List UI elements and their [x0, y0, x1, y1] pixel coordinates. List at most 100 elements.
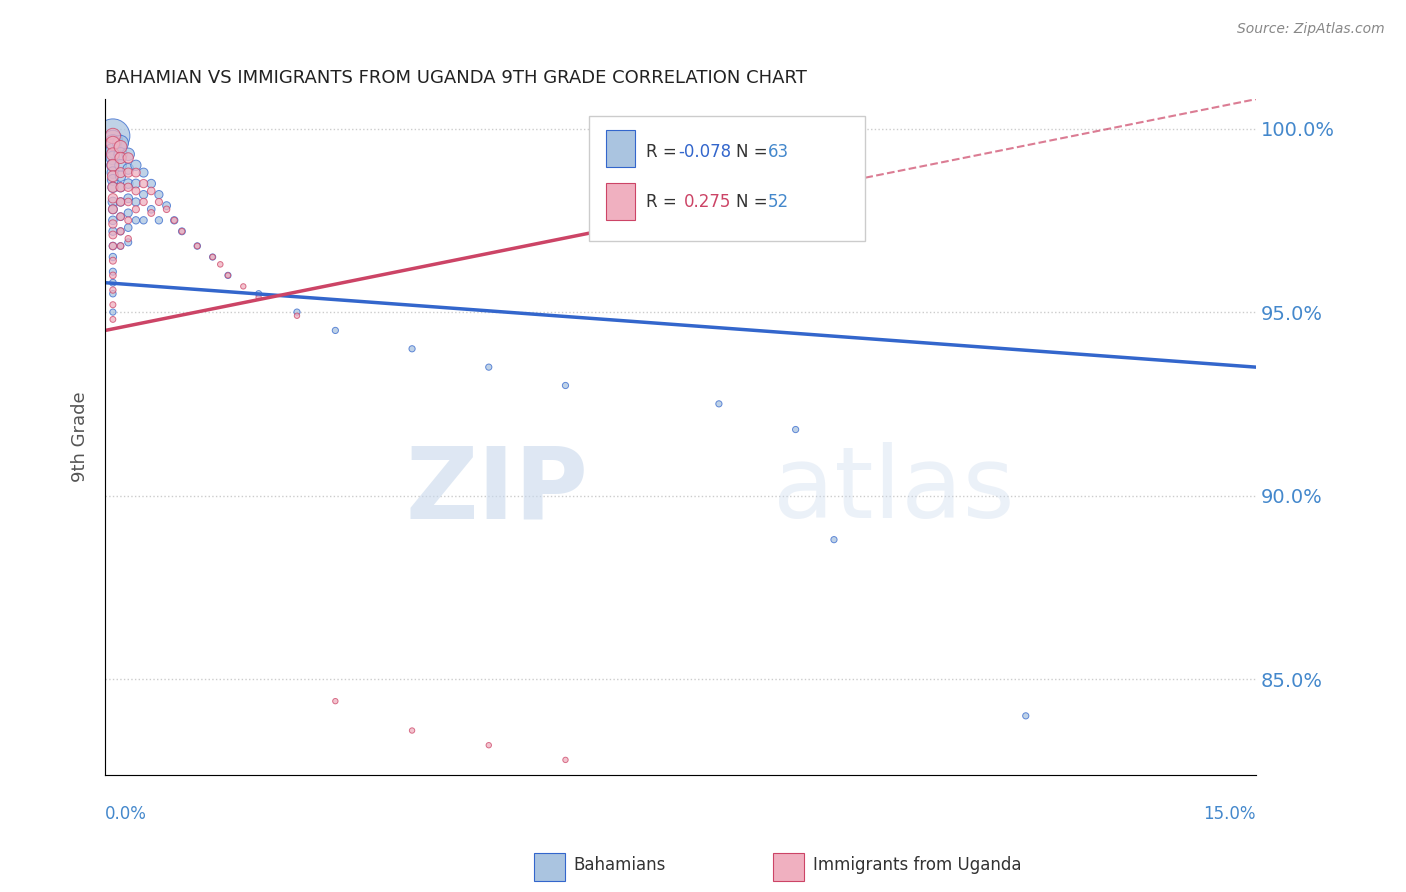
Point — [201, 250, 224, 264]
Point — [125, 184, 148, 198]
Point — [110, 151, 132, 165]
Point — [101, 173, 124, 187]
Point — [101, 180, 124, 194]
Y-axis label: 9th Grade: 9th Grade — [72, 392, 89, 483]
Point — [170, 224, 193, 238]
Point — [117, 147, 139, 161]
Point — [101, 202, 124, 217]
Point — [101, 227, 124, 242]
Text: BAHAMIAN VS IMMIGRANTS FROM UGANDA 9TH GRADE CORRELATION CHART: BAHAMIAN VS IMMIGRANTS FROM UGANDA 9TH G… — [105, 69, 807, 87]
Point — [141, 184, 163, 198]
Point — [325, 694, 347, 708]
Point — [125, 177, 148, 191]
Point — [217, 268, 239, 283]
Point — [101, 144, 124, 158]
Text: R =: R = — [645, 194, 688, 211]
Point — [823, 533, 845, 547]
Point — [117, 194, 139, 209]
Point — [110, 169, 132, 184]
Point — [132, 187, 155, 202]
Point — [117, 151, 139, 165]
Point — [232, 279, 254, 293]
Point — [325, 323, 347, 337]
Point — [401, 723, 423, 738]
Point — [186, 239, 208, 253]
Point — [117, 206, 139, 220]
Point — [478, 360, 501, 375]
Point — [117, 161, 139, 176]
Text: Immigrants from Uganda: Immigrants from Uganda — [813, 856, 1021, 874]
Point — [117, 165, 139, 179]
Point — [125, 165, 148, 179]
Point — [101, 217, 124, 231]
Point — [110, 158, 132, 172]
Point — [125, 213, 148, 227]
Point — [110, 180, 132, 194]
Text: -0.078: -0.078 — [678, 143, 731, 161]
Point — [186, 239, 208, 253]
Point — [554, 753, 576, 767]
Point — [101, 253, 124, 268]
Text: 52: 52 — [768, 194, 789, 211]
Point — [101, 194, 124, 209]
Point — [101, 283, 124, 297]
Text: ZIP: ZIP — [405, 442, 589, 540]
Point — [101, 312, 124, 326]
Point — [201, 250, 224, 264]
Point — [707, 397, 730, 411]
Point — [132, 194, 155, 209]
Point — [101, 298, 124, 312]
Text: 0.275: 0.275 — [683, 194, 731, 211]
Point — [132, 213, 155, 227]
Point — [110, 194, 132, 209]
Point — [110, 194, 132, 209]
Point — [117, 232, 139, 246]
Point — [163, 213, 186, 227]
Point — [125, 202, 148, 217]
Point — [141, 177, 163, 191]
Point — [117, 220, 139, 235]
Point — [101, 147, 124, 161]
Point — [110, 147, 132, 161]
Point — [110, 224, 132, 238]
Point — [132, 177, 155, 191]
Point — [155, 202, 177, 217]
Point — [141, 202, 163, 217]
Point — [110, 136, 132, 151]
Point — [101, 140, 124, 154]
Text: 63: 63 — [768, 143, 789, 161]
Point — [101, 265, 124, 279]
Point — [101, 136, 124, 151]
Point — [209, 257, 232, 271]
Point — [125, 194, 148, 209]
FancyBboxPatch shape — [606, 183, 634, 220]
Point — [101, 305, 124, 319]
Point — [110, 210, 132, 224]
Point — [554, 378, 576, 392]
Text: N =: N = — [735, 143, 773, 161]
Text: Bahamians: Bahamians — [574, 856, 666, 874]
Point — [785, 423, 807, 437]
Text: N =: N = — [735, 194, 773, 211]
Point — [117, 177, 139, 191]
Point — [170, 224, 193, 238]
Point — [478, 738, 501, 752]
Point — [132, 165, 155, 179]
Point — [110, 165, 132, 179]
Point — [101, 151, 124, 165]
Point — [117, 213, 139, 227]
Point — [101, 180, 124, 194]
Point — [110, 140, 132, 154]
Point — [101, 239, 124, 253]
Point — [101, 136, 124, 151]
Text: 15.0%: 15.0% — [1204, 805, 1256, 823]
Point — [101, 202, 124, 217]
Point — [101, 191, 124, 205]
Point — [101, 276, 124, 290]
Point — [101, 239, 124, 253]
Point — [110, 239, 132, 253]
Point — [141, 206, 163, 220]
Text: R =: R = — [645, 143, 682, 161]
Point — [101, 169, 124, 184]
Point — [101, 250, 124, 264]
